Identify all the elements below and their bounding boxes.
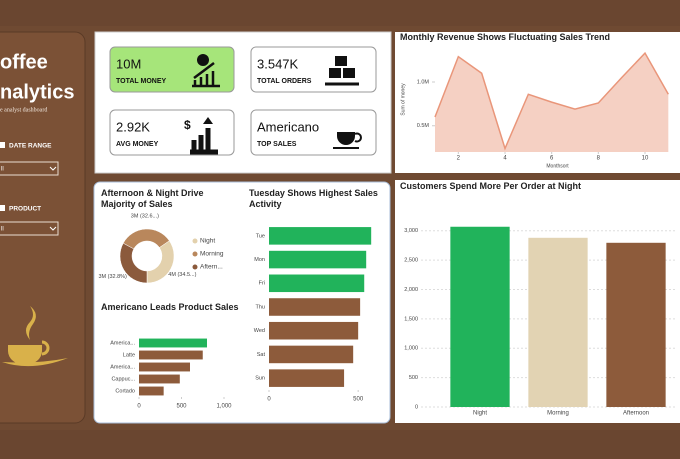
legend-swatch — [192, 238, 198, 244]
y-tick-label: Fri — [259, 281, 265, 287]
y-tick-label: 1,500 — [404, 316, 418, 322]
x-tick-label: Night — [473, 411, 487, 417]
x-tick-label: Afternoon — [623, 411, 649, 417]
kpi-label: AVG MONEY — [116, 141, 159, 148]
kpi-label: TOTAL MONEY — [116, 78, 167, 85]
dropdown[interactable] — [0, 161, 59, 176]
dropdown[interactable] — [0, 221, 59, 236]
chevron — [49, 226, 57, 231]
x-tick-label: 1,000 — [216, 404, 232, 410]
bottom-band — [0, 430, 680, 459]
x-tick-label: 4 — [503, 156, 507, 162]
y-tick-label: Thu — [256, 304, 265, 310]
y-tick-label: 1.0M — [417, 79, 430, 85]
app-subtitle: e analyst dashboard — [0, 107, 47, 113]
kpi-label: TOP SALES — [257, 141, 297, 148]
bar — [139, 374, 180, 384]
y-tick-label: 1,000 — [404, 346, 418, 352]
x-tick-label: 10 — [642, 156, 649, 162]
x-tick-label: Morning — [547, 411, 569, 417]
kpi-value: 3.547K — [257, 56, 299, 71]
legend-label: Night — [200, 238, 215, 245]
y-tick-label: 2,500 — [404, 258, 418, 264]
y-tick-label: Cortado — [115, 388, 135, 394]
product-icon — [0, 205, 5, 211]
y-tick-label: 500 — [409, 375, 418, 381]
kpi-card: 2.92K AVG MONEY $ — [109, 109, 235, 156]
filter-label: PRODUCT — [9, 206, 41, 213]
panel — [395, 32, 680, 173]
y-tick-label: 2,000 — [404, 287, 418, 293]
bar — [269, 227, 372, 245]
line — [434, 51, 669, 151]
bar — [139, 362, 190, 372]
chevron — [49, 166, 57, 171]
bar — [269, 321, 359, 340]
y-tick-label: 0.5M — [417, 123, 430, 129]
bar — [528, 237, 588, 407]
x-tick-label: 500 — [176, 404, 187, 410]
y-tick-label: Sat — [257, 352, 266, 358]
y-tick-label: Latte — [123, 352, 135, 358]
coffee-logo — [2, 306, 68, 367]
y-tick-label: Wed — [254, 328, 265, 334]
bar — [606, 242, 666, 407]
filter-label: DATE RANGE — [9, 143, 52, 150]
dropdown-value: ll — [1, 227, 4, 233]
y-tick-label: Tue — [256, 233, 265, 239]
kpi-value: 2.92K — [116, 119, 150, 134]
x-tick-label: 8 — [597, 156, 601, 162]
x-tick-label: 0 — [137, 404, 141, 410]
x-tick-label: 2 — [457, 156, 461, 162]
x-axis-label: Monthsort — [546, 163, 569, 169]
bar — [269, 369, 345, 387]
chart-title: Monthly Revenue Shows Fluctuating Sales … — [400, 32, 611, 42]
x-tick-label: 0 — [267, 397, 271, 403]
bar — [139, 386, 164, 396]
legend-label: Morning — [200, 251, 224, 258]
data-label: 4M (34.5...) — [168, 272, 196, 278]
bar — [269, 250, 367, 269]
y-tick-label: 3,000 — [404, 228, 418, 234]
calendar-icon — [0, 142, 5, 148]
dropdown-value: ll — [1, 167, 4, 173]
y-tick-label: Sun — [255, 376, 265, 382]
legend-swatch — [192, 251, 198, 257]
kpi-label: TOTAL ORDERS — [257, 78, 312, 85]
bar — [139, 350, 203, 360]
kpi-value: 10M — [116, 56, 141, 71]
bar — [269, 298, 361, 316]
x-tick-label: 6 — [550, 156, 554, 162]
chart-title: Tuesday Shows Highest Sales Activity — [249, 188, 378, 209]
legend-swatch — [192, 264, 198, 270]
data-label: 3M (32.6...) — [131, 214, 159, 220]
x-tick-label: 500 — [353, 397, 364, 403]
bar — [450, 226, 510, 407]
app-title: offee — [0, 51, 48, 73]
chart-title: Americano Leads Product Sales — [101, 302, 239, 312]
svg-text:$: $ — [184, 118, 191, 132]
y-tick-label: Mon — [254, 257, 265, 263]
data-label: 3M (32.8%) — [98, 274, 127, 280]
y-tick-label: Cappuc... — [111, 376, 135, 382]
y-tick-label: 0 — [415, 404, 418, 410]
y-axis-label: Sum of money — [400, 83, 406, 116]
legend-label: Aftern... — [200, 264, 223, 271]
kpi-card: Americano TOP SALES — [250, 109, 377, 156]
chart-title: Afternoon & Night Drive Majority of Sale… — [101, 188, 204, 209]
kpi-card: 10M TOTAL MONEY — [109, 46, 235, 93]
slice — [119, 242, 148, 284]
y-tick-label: America... — [110, 340, 135, 346]
bar — [269, 274, 365, 293]
kpi-value: Americano — [257, 119, 319, 134]
chart-title: Customers Spend More Per Order at Night — [400, 181, 582, 191]
y-tick-label: America... — [110, 364, 135, 370]
app-title: nalytics — [0, 81, 74, 103]
top-band — [0, 0, 680, 26]
kpi-card: 3.547K TOTAL ORDERS — [250, 46, 377, 93]
bar — [269, 345, 354, 364]
bar — [139, 338, 207, 348]
